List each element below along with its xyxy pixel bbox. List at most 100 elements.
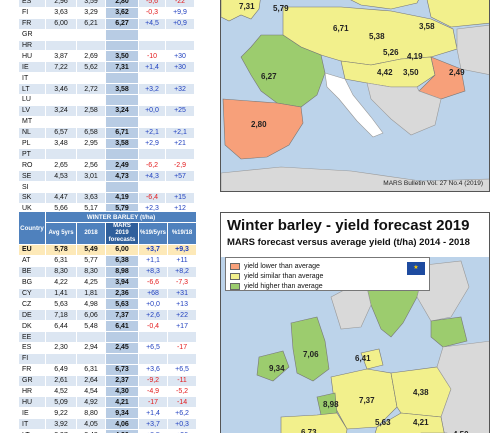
table-row: ES 2,96 3,59 2,80 -5,6 -22	[18, 0, 195, 8]
table-row: LU	[18, 94, 195, 106]
legend-swatch	[230, 272, 240, 280]
cell-forecast: 9,34	[105, 407, 139, 420]
cell-country: CZ	[18, 298, 46, 311]
cell-avg: 4,47	[45, 192, 77, 204]
cell-avg: 5,09	[45, 396, 77, 409]
cell-avg: 5,63	[45, 298, 77, 311]
cell-d1: +1,1	[137, 254, 169, 267]
cell-d1: -0,4	[137, 320, 169, 333]
cell-y2018: 5,62	[76, 61, 106, 74]
cell-d1: +0,0	[138, 104, 166, 117]
cell-avg: 2,96	[45, 0, 77, 8]
cell-d1: -5,6	[138, 0, 166, 8]
cell-forecast: 8,98	[105, 265, 139, 278]
map-value-label: 9,34	[269, 364, 285, 373]
table-row: FI	[18, 352, 198, 365]
map-value-label: 2,80	[251, 120, 267, 129]
cell-avg: 3,87	[45, 50, 77, 63]
cell-forecast: 6,27	[105, 17, 139, 30]
map-value-label: 5,63	[375, 418, 391, 427]
cell-d2: +9,9	[165, 6, 195, 19]
cell-avg: 3,48	[45, 137, 77, 150]
cell-country: HR	[18, 39, 46, 52]
cell-d1	[138, 94, 166, 106]
cell-d2	[165, 72, 195, 85]
table-row: SK 4,47 3,63 4,19 -6,4 +15	[18, 192, 195, 204]
cell-d1	[138, 148, 166, 161]
map-value-label: 5,26	[383, 48, 399, 57]
top-map: 7,31 5,79 6,71 5,38 3,58 5,26 4,19 4,42 3,50 2,49…	[221, 0, 489, 191]
cell-avg: 2,65	[45, 159, 77, 172]
table-row: HU 3,87 2,69 3,50 -10 +30	[18, 50, 195, 63]
top-map-panel: 7,31 5,79 6,71 5,38 3,58 5,26 4,19 4,42 3,50 2,49…	[220, 0, 490, 192]
cell-y2018: 2,94	[76, 342, 106, 354]
cell-country: DE	[18, 309, 46, 322]
cell-y2018: 5,48	[76, 320, 106, 333]
table-row: HU 5,09 4,92 4,21 -17 -14	[18, 396, 198, 409]
cell-country: GR	[18, 374, 46, 387]
cell-d2: +31	[167, 287, 198, 300]
cell-d1: +68	[137, 287, 169, 300]
cell-country: HU	[18, 50, 46, 63]
cell-d1: -0,3	[138, 6, 166, 19]
cell-forecast	[105, 148, 139, 161]
cell-forecast	[105, 72, 139, 85]
table-row: IE 9,22 8,80 9,34 +1,4 +6,2	[18, 407, 198, 420]
cell-country: HR	[18, 385, 46, 398]
cell-forecast: 2,36	[105, 287, 139, 300]
cell-forecast: 6,71	[105, 126, 139, 139]
cell-forecast	[105, 352, 139, 365]
cell-d2: +0,9	[165, 17, 195, 30]
table-row: UK 5,66 5,17 5,79 +2,3 +12	[18, 202, 195, 215]
cell-forecast: 7,37	[105, 309, 139, 322]
cell-d1: +1,4	[138, 61, 166, 74]
map-value-label: 7,37	[359, 396, 375, 405]
cell-y2018: 8,80	[76, 407, 106, 420]
cell-d2	[167, 352, 198, 365]
map-uk-ireland	[221, 0, 261, 22]
map-iberia	[222, 98, 304, 160]
cell-avg: 9,22	[45, 407, 77, 420]
cell-d1	[138, 39, 166, 52]
map-value-label: 4,21	[413, 418, 429, 427]
cell-d2	[165, 94, 195, 106]
cell-y2018	[76, 115, 106, 128]
cell-y2018	[76, 72, 106, 85]
cell-forecast: 4,19	[105, 192, 139, 204]
cell-y2018	[76, 181, 106, 194]
cell-d2: +32	[165, 83, 195, 96]
map-ireland	[256, 350, 290, 382]
cell-d2: +13	[167, 298, 198, 311]
table-row: GR 2,61 2,64 2,37 -9,2 -11	[18, 374, 198, 387]
legend-swatch	[230, 282, 240, 290]
cell-avg	[45, 115, 77, 128]
legend-label: yield similar than average	[244, 272, 324, 280]
table-row: BG 4,22 4,25 3,94 -6,6 -7,3	[18, 276, 198, 289]
header-country: Country	[18, 211, 46, 245]
cell-forecast: 7,31	[105, 61, 139, 74]
table-row: SI	[18, 181, 195, 194]
cell-y2018	[76, 331, 106, 344]
cell-country: DK	[18, 320, 46, 333]
cell-forecast: 6,73	[105, 363, 139, 376]
cell-avg: 3,24	[45, 104, 77, 117]
map-value-label: 6,41	[355, 354, 371, 363]
map-value-label: 7,31	[239, 2, 255, 11]
cell-d1: +2,1	[138, 126, 166, 139]
cell-d1	[137, 352, 169, 365]
map-value-label: 4,42	[377, 68, 393, 77]
legend-item: yield lower than average	[230, 261, 320, 271]
cell-forecast	[105, 28, 139, 41]
cell-d1: -17	[137, 396, 169, 409]
cell-country: GR	[18, 28, 46, 41]
cell-avg: 3,92	[45, 418, 77, 431]
cell-country: MT	[18, 115, 46, 128]
cell-d1: +8,5	[137, 429, 169, 433]
cell-forecast: 3,50	[105, 50, 139, 63]
cell-avg: 4,53	[45, 170, 77, 183]
cell-d2	[165, 39, 195, 52]
cell-y2018	[76, 39, 106, 52]
cell-forecast: 3,24	[105, 104, 139, 117]
cell-avg: 6,31	[45, 254, 77, 267]
cell-avg: 6,44	[45, 320, 77, 333]
